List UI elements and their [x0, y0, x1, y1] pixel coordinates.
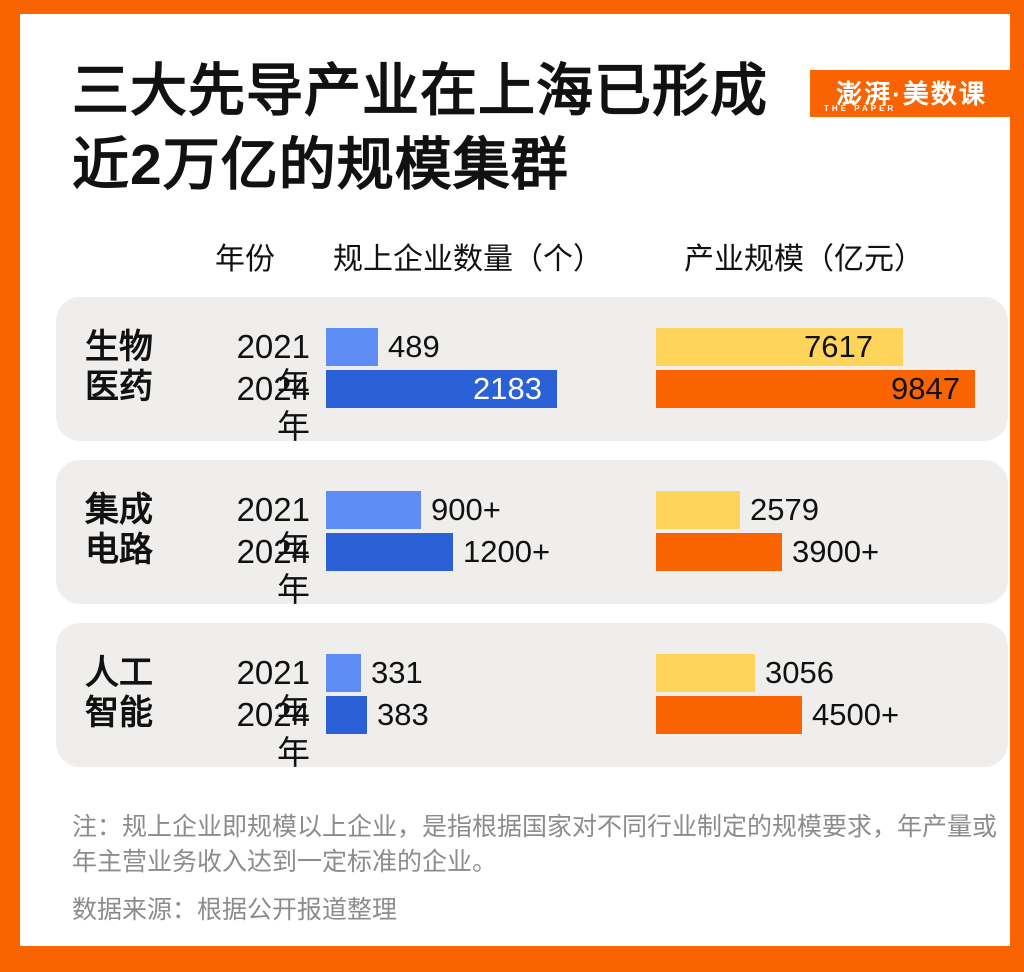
- title-line-2: 近2万亿的规模集群: [72, 133, 569, 197]
- category-label-line: 生物: [85, 328, 153, 366]
- industry-card: 集成 电路 2021年 900+ 2579 2024年 1200+ 3900+: [56, 460, 1008, 608]
- category-label: 生物 医药: [85, 327, 153, 407]
- column-headers: 年份 规上企业数量（个） 产业规模（亿元）: [20, 242, 1010, 278]
- category-label-line: 人工: [85, 654, 153, 692]
- column-header-scale: 产业规模（亿元）: [684, 243, 924, 276]
- companies-bar: [326, 491, 421, 529]
- year-label: 2021年: [236, 654, 310, 729]
- companies-bar: [326, 654, 361, 692]
- chart-area: 生物 医药 2021年 489 7617 2024年 2183 9847 集成 电路 2021年 90…: [56, 297, 1008, 786]
- companies-bar: 2183: [326, 370, 557, 408]
- category-label-line: 集成: [85, 491, 153, 529]
- companies-bar-group: 489: [326, 328, 440, 366]
- year-row: 2021年 489 7617: [56, 328, 1008, 403]
- industry-card: 人工 智能 2021年 331 3056 2024年 383 4500+: [56, 623, 1008, 771]
- year-label: 2024年: [236, 696, 310, 771]
- note-text: 注：规上企业即规模以上企业，是指根据国家对不同行业制定的规模要求，年产量或年主营…: [72, 813, 998, 876]
- companies-bar-group: 331: [326, 654, 423, 692]
- companies-bar-group: 1200+: [326, 533, 550, 571]
- category-label-line: 智能: [85, 694, 153, 732]
- bar-value-label: 3056: [765, 655, 834, 690]
- year-row: 2021年 900+ 2579: [56, 491, 1008, 566]
- scale-bar-group: 4500+: [656, 696, 899, 734]
- bar-value-label: 2183: [473, 371, 542, 406]
- scale-bar-group: 3056: [656, 654, 834, 692]
- bar-value-label: 2579: [750, 492, 819, 527]
- the-paper-logo: 澎湃·美数课 THE PAPER: [810, 70, 1013, 117]
- companies-bar-group: 900+: [326, 491, 501, 529]
- year-label: 2021年: [236, 491, 310, 566]
- scale-bar-group: 2579: [656, 491, 819, 529]
- scale-bar: [656, 533, 782, 571]
- title-line-1: 三大先导产业在上海已形成: [72, 59, 768, 123]
- scale-bar: [656, 491, 740, 529]
- page-title: 三大先导产业在上海已形成 近2万亿的规模集群: [72, 54, 768, 202]
- column-header-year: 年份: [215, 243, 275, 276]
- scale-bar-group: 7617: [656, 328, 903, 366]
- category-label-line: 电路: [85, 531, 153, 569]
- bar-value-label: 7617: [804, 329, 873, 364]
- year-row: 2021年 331 3056: [56, 654, 1008, 729]
- bar-value-label: 331: [371, 655, 423, 690]
- companies-bar: [326, 328, 378, 366]
- industry-card: 生物 医药 2021年 489 7617 2024年 2183 9847: [56, 297, 1008, 445]
- category-label: 集成 电路: [85, 490, 153, 570]
- companies-bar-group: 383: [326, 696, 429, 734]
- companies-bar: [326, 533, 453, 571]
- category-label-line: 医药: [85, 368, 153, 406]
- category-label: 人工 智能: [85, 653, 153, 733]
- logo-subtext: THE PAPER: [824, 104, 897, 113]
- year-row: 2024年 1200+ 3900+: [56, 533, 1008, 608]
- scale-bar: [656, 654, 755, 692]
- scale-bar-group: 3900+: [656, 533, 879, 571]
- bar-value-label: 383: [377, 697, 429, 732]
- year-label: 2021年: [236, 328, 310, 403]
- scale-bar-group: 9847: [656, 370, 975, 408]
- bar-value-label: 9847: [891, 371, 960, 406]
- scale-bar: 7617: [656, 328, 903, 366]
- column-header-companies: 规上企业数量（个）: [333, 243, 603, 276]
- bar-value-label: 1200+: [463, 534, 551, 569]
- companies-bar: [326, 696, 367, 734]
- companies-bar-group: 2183: [326, 370, 557, 408]
- scale-bar: 9847: [656, 370, 975, 408]
- bar-value-label: 3900+: [792, 534, 880, 569]
- bar-value-label: 4500+: [812, 697, 900, 732]
- year-row: 2024年 383 4500+: [56, 696, 1008, 771]
- footnotes: 注：规上企业即规模以上企业，是指根据国家对不同行业制定的规模要求，年产量或年主营…: [72, 810, 997, 928]
- data-source-text: 数据来源：根据公开报道整理: [72, 896, 398, 924]
- scale-bar: [656, 696, 802, 734]
- year-row: 2024年 2183 9847: [56, 370, 1008, 445]
- bar-value-label: 489: [388, 329, 440, 364]
- year-label: 2024年: [236, 370, 310, 445]
- logo-text: 澎湃·美数课: [836, 78, 987, 109]
- year-label: 2024年: [236, 533, 310, 608]
- bar-value-label: 900+: [431, 492, 501, 527]
